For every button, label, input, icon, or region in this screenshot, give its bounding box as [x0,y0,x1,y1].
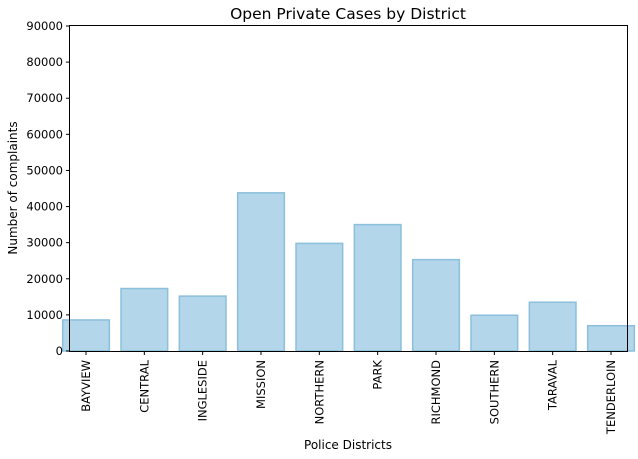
x-tick-label-bayview: BAYVIEW [79,360,93,412]
bar-park [353,223,402,352]
y-axis-title: Number of complaints [6,121,20,254]
x-axis-ticks: BAYVIEW CENTRAL INGLESIDE MISSION NORTHERN PA… [79,351,618,435]
x-tick-label-taraval: TARAVAL [546,359,560,411]
bar-mission [236,192,286,352]
bar-northern [295,242,344,352]
x-tick-label-richmond: RICHMOND [429,360,443,425]
y-tick-label: 0 [56,344,63,358]
x-tick-label-northern: NORTHERN [312,360,326,424]
y-tick-label: 40000 [26,200,63,214]
y-tick-label: 30000 [26,236,63,250]
x-tick-label-central: CENTRAL [137,359,151,412]
y-axis-ticks: 0 10000 20000 30000 40000 50000 60000 70000 8000… [26,19,70,358]
x-axis-title: Police Districts [304,438,392,452]
y-tick-label: 80000 [26,55,63,69]
y-tick-label: 90000 [26,19,63,33]
y-tick-label: 10000 [26,308,63,322]
x-tick-label-ingleside: INGLESIDE [196,360,210,421]
x-tick-label-tenderloin: TENDERLOIN [604,360,618,435]
x-tick-label-southern: SOUTHERN [487,360,501,424]
y-tick-label: 60000 [26,127,63,141]
plot-frame [69,25,628,352]
y-tick-label: 20000 [26,272,63,286]
x-tick-label-park: PARK [371,360,385,390]
bars-group [61,192,636,352]
y-tick-label: 50000 [26,163,63,177]
chart-title: Open Private Cases by District [230,5,466,23]
bar-richmond [411,258,461,352]
y-tick-label: 70000 [26,91,63,105]
x-tick-label-mission: MISSION [254,360,268,409]
bar-central [120,287,169,352]
bar-southern [470,314,519,352]
bar-taraval [528,301,577,352]
bar-ingleside [178,295,227,352]
